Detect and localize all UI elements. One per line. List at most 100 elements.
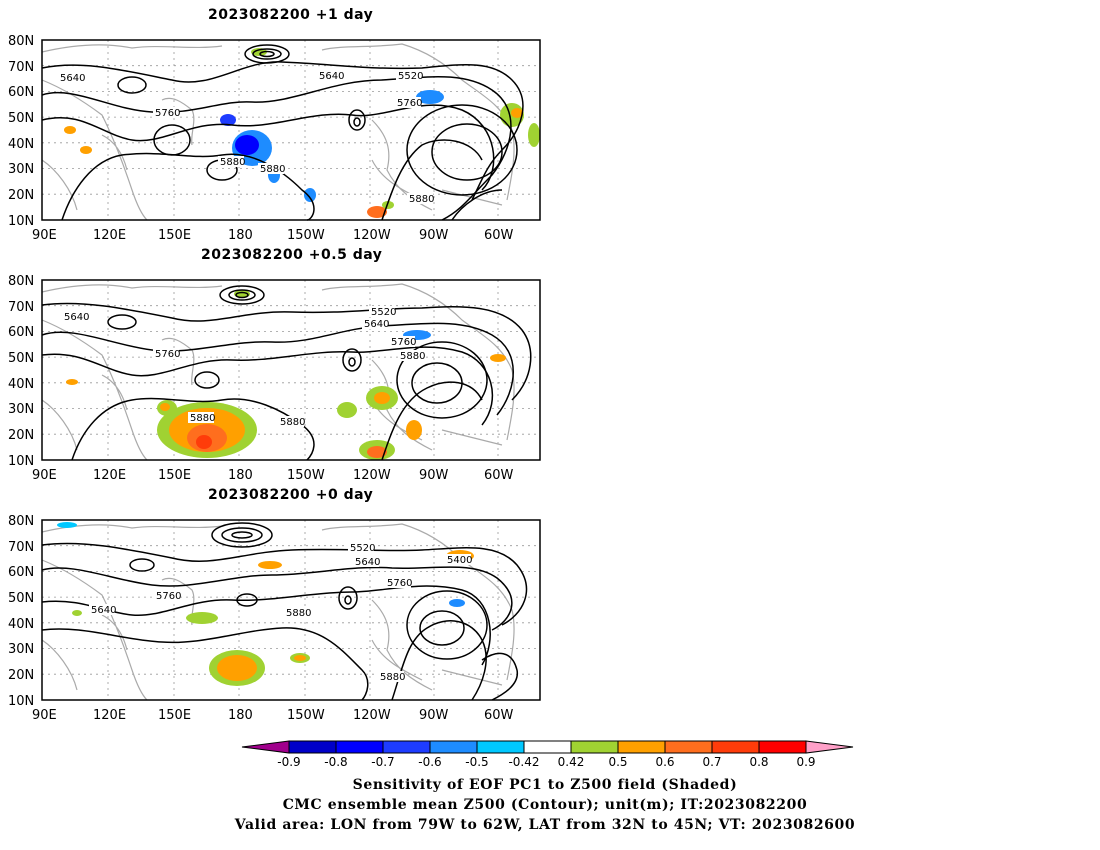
colorbar-tick-label: 0.9	[796, 755, 815, 769]
contour-label: 5760	[155, 349, 180, 360]
lon-label: 120E	[93, 708, 126, 723]
colorbar-tick-label: 0.42	[558, 755, 585, 769]
colorbar-box	[570, 740, 619, 754]
lat-label: 40N	[8, 137, 34, 152]
lon-label: 180	[228, 708, 253, 723]
colorbar-tick-label: -0.8	[324, 755, 347, 769]
lon-label: 60W	[484, 228, 514, 243]
colorbar-boxes	[241, 740, 854, 754]
lon-label: 120W	[353, 708, 391, 723]
contour-label: 5880	[286, 608, 311, 619]
contour-label: 5640	[91, 605, 116, 616]
colorbar: -0.9 -0.8 -0.7 -0.6 -0.5 -0.42 0.42 0.5 0.6 0.7 0.…	[241, 740, 854, 769]
lat-label: 60N	[8, 85, 34, 100]
lon-label: 120W	[353, 228, 391, 243]
colorbar-box	[288, 740, 337, 754]
colorbar-box	[523, 740, 572, 754]
colorbar-tick-label: -0.7	[371, 755, 394, 769]
shading	[57, 522, 474, 686]
caption-line-2: CMC ensemble mean Z500 (Contour); unit(m…	[282, 797, 808, 813]
contour-label: 5880	[380, 672, 405, 683]
coastline	[41, 523, 515, 701]
panel-title-day05: 2023082200 +0.5 day	[201, 247, 383, 263]
contour-labels: 5640 5520 5640 5760 5760 5880 5880 5880	[62, 306, 425, 428]
lat-label: 30N	[8, 162, 34, 177]
axis-labels-panel2: 80N 70N 60N 50N 40N 30N 20N 10N 90E 120E…	[8, 274, 514, 483]
colorbar-tick-label: 0.7	[702, 755, 721, 769]
contour-label: 5760	[387, 578, 412, 589]
contour-label: 5880	[220, 157, 245, 168]
contour-label: 5880	[280, 417, 305, 428]
contour-label: 5760	[397, 98, 422, 109]
contour-label: 5880	[260, 164, 285, 175]
lon-label: 90W	[419, 708, 449, 723]
lat-label: 60N	[8, 565, 34, 580]
coastline	[41, 283, 515, 461]
colorbar-box	[664, 740, 713, 754]
lat-label: 80N	[8, 274, 34, 289]
contour-label: 5760	[155, 108, 180, 119]
contour-label: 5520	[371, 307, 396, 318]
lon-label: 150E	[158, 708, 191, 723]
contour-label: 5880	[400, 351, 425, 362]
contour-label: 5520	[398, 71, 423, 82]
shading	[66, 290, 506, 460]
colorbar-labels: -0.9 -0.8 -0.7 -0.6 -0.5 -0.42 0.42 0.5 0.6 0.7 0.…	[277, 755, 815, 769]
lon-label: 90W	[419, 228, 449, 243]
lon-label: 120E	[93, 228, 126, 243]
lon-label: 90E	[32, 708, 57, 723]
colorbar-tick-label: -0.42	[508, 755, 539, 769]
contour-labels: 5640 5520 5760 5880 5880 5880 5760 5640	[58, 70, 434, 205]
contour-label: 5640	[319, 71, 344, 82]
lon-label: 120W	[353, 468, 391, 483]
colorbar-box	[711, 740, 760, 754]
lat-label: 30N	[8, 642, 34, 657]
colorbar-arrow-high	[805, 740, 854, 754]
contour-label: 5760	[391, 337, 416, 348]
lat-label: 10N	[8, 214, 34, 229]
lat-label: 50N	[8, 351, 34, 366]
lon-label: 90W	[419, 468, 449, 483]
lat-label: 20N	[8, 428, 34, 443]
lat-label: 30N	[8, 402, 34, 417]
panel-title-day0: 2023082200 +0 day	[208, 487, 374, 503]
lon-label: 60W	[484, 708, 514, 723]
colorbar-box	[758, 740, 807, 754]
lat-label: 50N	[8, 111, 34, 126]
contour-label: 5880	[190, 413, 215, 424]
lon-label: 150E	[158, 228, 191, 243]
colorbar-box	[382, 740, 431, 754]
lat-label: 10N	[8, 694, 34, 709]
contours	[41, 522, 528, 701]
colorbar-tick-label: -0.5	[465, 755, 488, 769]
lat-label: 20N	[8, 188, 34, 203]
lon-label: 150E	[158, 468, 191, 483]
lon-label: 180	[228, 468, 253, 483]
contour-labels: 5520 5400 5640 5760 5760 5640 5880 5880	[89, 542, 472, 683]
caption-line-1: Sensitivity of EOF PC1 to Z500 field (Sh…	[352, 777, 738, 793]
map-panel-day0: 5520 5400 5640 5760 5760 5640 5880 5880	[41, 519, 541, 701]
contour-label: 5760	[156, 591, 181, 602]
colorbar-tick-label: -0.6	[418, 755, 441, 769]
lat-label: 70N	[8, 300, 34, 315]
lon-label: 90E	[32, 468, 57, 483]
axis-labels-panel3: 80N 70N 60N 50N 40N 30N 20N 10N 90E 120E…	[8, 514, 514, 723]
contour-label: 5640	[64, 312, 89, 323]
colorbar-box	[335, 740, 384, 754]
colorbar-tick-label: -0.9	[277, 755, 300, 769]
lon-label: 150W	[287, 468, 325, 483]
lat-label: 60N	[8, 325, 34, 340]
lat-label: 80N	[8, 34, 34, 49]
lon-label: 150W	[287, 228, 325, 243]
lat-label: 40N	[8, 617, 34, 632]
map-panel-day1: 5640 5520 5760 5880 5880 5880 5760 5640	[41, 39, 541, 221]
contour-label: 5400	[447, 555, 472, 566]
contour-label: 5640	[364, 319, 389, 330]
lat-label: 80N	[8, 514, 34, 529]
lon-label: 60W	[484, 468, 514, 483]
lon-label: 180	[228, 228, 253, 243]
lon-label: 90E	[32, 228, 57, 243]
lat-label: 40N	[8, 377, 34, 392]
colorbar-box	[476, 740, 525, 754]
